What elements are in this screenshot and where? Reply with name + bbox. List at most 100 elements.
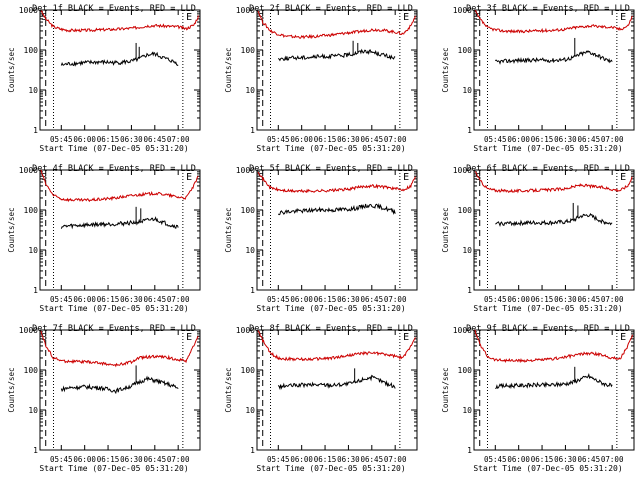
y-axis-label: Counts/sec (224, 47, 233, 92)
y-tick-label: 100 (458, 206, 473, 215)
y-axis-label: Counts/sec (441, 47, 450, 92)
chart-panel-9: Det 9f BLACK = Events, RED = LLD Counts/s… (441, 324, 635, 473)
x-tick-label: 05:45 (484, 135, 507, 144)
x-tick-label: 06:30 (337, 135, 360, 144)
x-axis-label: Start Time (07-Dec-05 05:31:20) (256, 304, 405, 313)
x-tick-label: 06:15 (531, 455, 554, 464)
annotation-e: E (403, 172, 409, 183)
y-tick-label: 10 (28, 406, 38, 415)
x-tick-label: 06:45 (361, 295, 384, 304)
chart-title: Det 5f BLACK = Events, RED = LLD (249, 164, 413, 174)
x-axis-label: Start Time (07-Dec-05 05:31:20) (473, 304, 622, 313)
x-tick-label: 05:45 (267, 135, 290, 144)
x-tick-label: 05:45 (50, 295, 73, 304)
x-tick-label: 06:00 (73, 135, 96, 144)
annotation-e: E (620, 172, 626, 183)
y-tick-label: 10 (245, 246, 255, 255)
event-rate-line (494, 50, 613, 65)
event-rate-line (277, 48, 396, 62)
annotation-s: S (258, 332, 264, 343)
y-tick-label: 1000 (236, 326, 255, 335)
y-axis-label: Counts/sec (7, 367, 16, 412)
x-tick-label: 06:00 (73, 295, 96, 304)
chart-title: Det 4f BLACK = Events, RED = LLD (32, 164, 196, 174)
y-tick-label: 1000 (453, 6, 472, 15)
x-tick-label: 07:00 (601, 455, 624, 464)
y-tick-label: 100 (241, 366, 256, 375)
chart-panel-5: Det 5f BLACK = Events, RED = LLD Counts/s… (224, 164, 418, 313)
x-tick-label: 05:45 (484, 295, 507, 304)
lld-rate-line (40, 10, 199, 33)
y-tick-label: 100 (24, 46, 39, 55)
x-tick-label: 06:30 (337, 295, 360, 304)
x-tick-label: 06:30 (337, 455, 360, 464)
plot-frame (256, 169, 418, 291)
y-tick-label: 1000 (19, 6, 38, 15)
y-tick-label: 1000 (19, 326, 38, 335)
y-tick-label: 1 (33, 446, 38, 455)
x-tick-label: 06:45 (361, 455, 384, 464)
event-rate-line (60, 51, 179, 67)
x-axis-label: Start Time (07-Dec-05 05:31:20) (256, 464, 405, 473)
x-axis-label: Start Time (07-Dec-05 05:31:20) (473, 464, 622, 473)
lld-rate-line (474, 329, 633, 364)
x-tick-label: 07:00 (601, 135, 624, 144)
plot-frame (39, 329, 201, 451)
chart-title: Det 8f BLACK = Events, RED = LLD (249, 324, 413, 334)
chart-panel-1: Det 1f BLACK = Events, RED = LLD Counts/s… (7, 4, 201, 153)
y-tick-label: 10 (245, 86, 255, 95)
x-tick-label: 07:00 (601, 295, 624, 304)
x-axis-label: Start Time (07-Dec-05 05:31:20) (473, 144, 622, 153)
x-tick-label: 06:30 (120, 295, 143, 304)
plot-frame (39, 9, 201, 131)
y-tick-label: 10 (28, 86, 38, 95)
x-tick-label: 05:45 (267, 295, 290, 304)
x-axis-label: Start Time (07-Dec-05 05:31:20) (39, 304, 188, 313)
y-axis-label: Counts/sec (7, 207, 16, 252)
chart-title: Det 9f BLACK = Events, RED = LLD (466, 324, 630, 334)
y-tick-label: 1 (467, 126, 472, 135)
annotation-e: E (186, 12, 192, 23)
chart-panel-4: Det 4f BLACK = Events, RED = LLD Counts/s… (7, 164, 201, 313)
x-tick-label: 06:15 (314, 135, 337, 144)
annotation-e: E (620, 12, 626, 23)
x-tick-label: 06:15 (97, 135, 120, 144)
x-tick-label: 06:30 (120, 135, 143, 144)
chart-panel-8: Det 8f BLACK = Events, RED = LLD Counts/s… (224, 324, 418, 473)
plot-frame (473, 169, 635, 291)
y-tick-label: 10 (245, 406, 255, 415)
x-tick-label: 06:30 (120, 455, 143, 464)
y-tick-label: 1 (33, 286, 38, 295)
y-axis-label: Counts/sec (224, 367, 233, 412)
y-tick-label: 1000 (453, 166, 472, 175)
lld-rate-line (257, 10, 416, 40)
annotation-s: S (475, 332, 481, 343)
x-tick-label: 06:45 (144, 295, 167, 304)
chart-title: Det 2f BLACK = Events, RED = LLD (249, 4, 413, 14)
lld-rate-line (40, 169, 199, 203)
y-tick-label: 10 (462, 86, 472, 95)
x-tick-label: 06:00 (507, 135, 530, 144)
chart-title: Det 7f BLACK = Events, RED = LLD (32, 324, 196, 334)
event-rate-line (60, 375, 179, 395)
lld-rate-line (40, 330, 199, 368)
y-tick-label: 1 (250, 446, 255, 455)
annotation-s: S (475, 12, 481, 23)
x-tick-label: 06:00 (290, 455, 313, 464)
y-tick-label: 1 (467, 286, 472, 295)
y-axis-label: Counts/sec (441, 207, 450, 252)
y-tick-label: 1000 (453, 326, 472, 335)
x-tick-label: 07:00 (167, 135, 190, 144)
x-tick-label: 06:15 (97, 455, 120, 464)
x-tick-label: 06:45 (578, 135, 601, 144)
event-rate-line (277, 374, 396, 391)
x-tick-label: 06:00 (73, 455, 96, 464)
chart-panel-2: Det 2f BLACK = Events, RED = LLD Counts/s… (224, 4, 418, 153)
x-tick-label: 06:45 (361, 135, 384, 144)
x-tick-label: 06:15 (97, 295, 120, 304)
plot-frame (256, 9, 418, 131)
plot-frame (473, 9, 635, 131)
y-tick-label: 100 (24, 206, 39, 215)
chart-panel-6: Det 6f BLACK = Events, RED = LLD Counts/s… (441, 164, 635, 313)
